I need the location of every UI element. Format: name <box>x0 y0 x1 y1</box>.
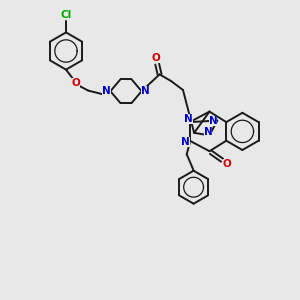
Text: Cl: Cl <box>60 10 72 20</box>
Text: N: N <box>204 127 212 137</box>
Text: N: N <box>209 116 218 126</box>
Text: N: N <box>184 114 193 124</box>
Text: N: N <box>102 86 111 96</box>
Text: O: O <box>223 159 231 169</box>
Text: N: N <box>141 86 150 96</box>
Text: O: O <box>152 53 160 63</box>
Text: N: N <box>181 137 190 147</box>
Text: O: O <box>71 78 80 88</box>
